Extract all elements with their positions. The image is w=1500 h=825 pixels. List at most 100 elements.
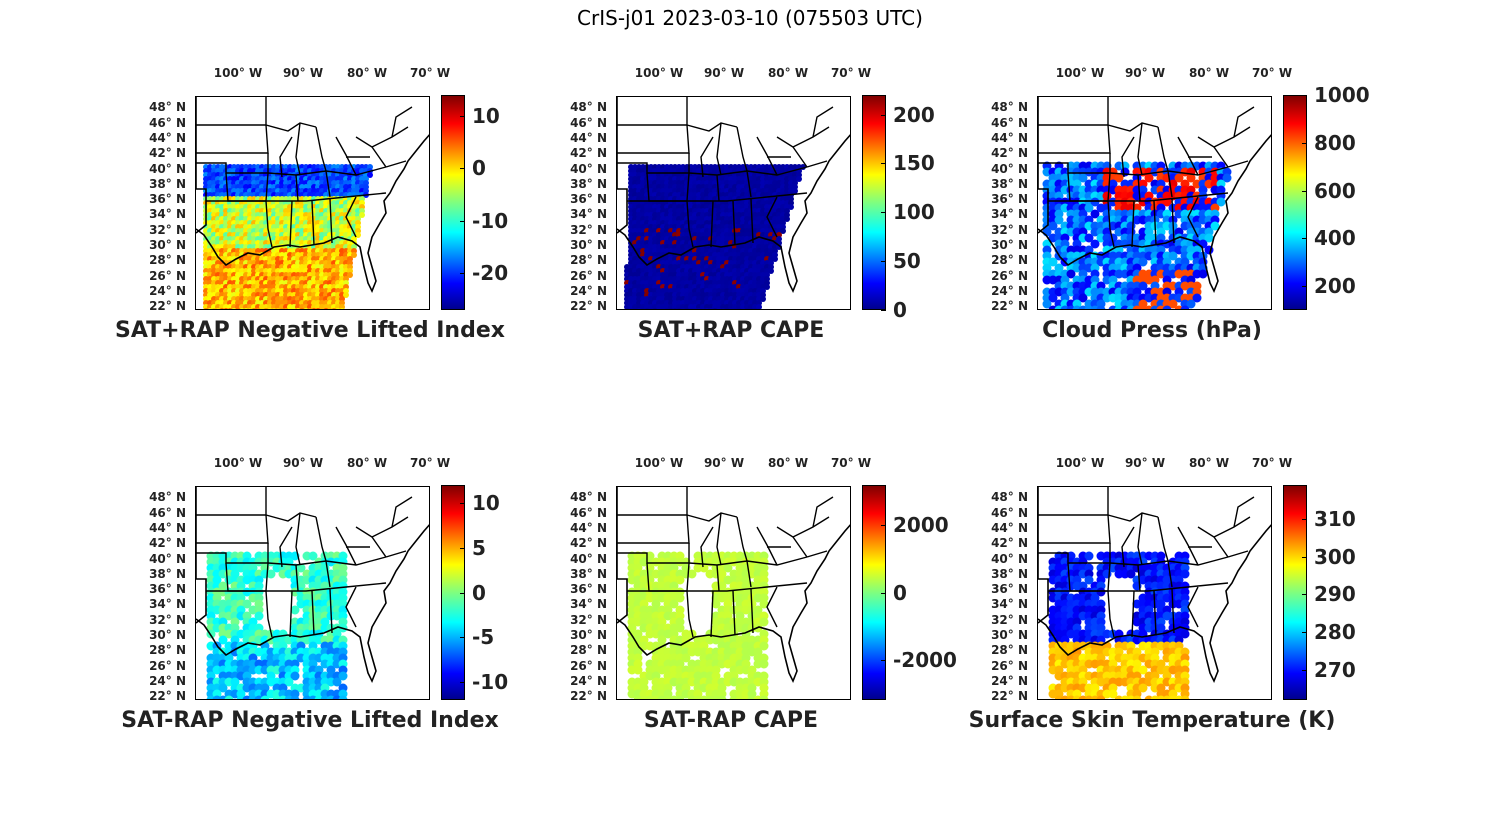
state-border <box>1177 136 1199 176</box>
map-plot-area <box>195 96 430 310</box>
lat-tick-label: 22° N <box>991 299 1028 314</box>
swath-point <box>339 308 345 309</box>
lat-tick-label: 22° N <box>570 689 607 704</box>
swath-point <box>1066 269 1076 279</box>
swath-point <box>254 611 264 621</box>
colorbar-tick-mark <box>881 163 886 165</box>
lat-tick-label: 24° N <box>149 673 186 688</box>
swath-point <box>688 308 694 309</box>
state-border <box>206 192 387 202</box>
state-border <box>736 126 748 172</box>
lat-tick-label: 36° N <box>991 192 1028 207</box>
colorbar-tick-label: 5 <box>472 535 486 560</box>
state-border <box>1167 170 1173 198</box>
swath-point <box>290 671 300 681</box>
map-svg <box>196 97 429 309</box>
colorbar-tick-mark <box>1302 142 1307 144</box>
swath-point <box>1138 665 1148 675</box>
colorbar-tick-label: 0 <box>472 580 486 605</box>
colorbar-tick-label: -10 <box>472 208 509 233</box>
swath-point <box>675 593 685 603</box>
state-border <box>371 126 409 148</box>
swath-point <box>1048 221 1058 231</box>
swath-point <box>1216 197 1226 207</box>
state-border <box>710 200 714 248</box>
swath-point <box>215 308 221 309</box>
swath-point <box>668 308 674 309</box>
state-border <box>196 514 269 544</box>
map-svg <box>1038 487 1271 699</box>
swath-point <box>664 308 670 309</box>
state-border <box>289 200 293 248</box>
state-border <box>196 487 267 516</box>
coastline <box>196 97 429 293</box>
swath-point <box>759 617 769 627</box>
lat-tick-label: 48° N <box>570 490 607 505</box>
swath-point <box>331 308 337 309</box>
state-border <box>315 126 327 172</box>
state-border <box>311 590 315 636</box>
lat-tick-label: 22° N <box>991 689 1028 704</box>
lat-tick-label: 22° N <box>149 689 186 704</box>
state-border <box>806 160 828 168</box>
state-border <box>371 516 409 538</box>
state-border <box>1187 196 1199 238</box>
swath-point <box>711 599 721 609</box>
swath-point <box>648 308 654 309</box>
swath-point <box>211 308 217 309</box>
colorbar-tick-label: 400 <box>1314 226 1356 251</box>
lon-tick-label: 80° W <box>767 66 809 80</box>
lat-tick-label: 48° N <box>991 100 1028 115</box>
swath-point <box>717 695 727 699</box>
swath-point <box>223 308 229 309</box>
chart-panel-6: 100° W 90° W 80° W 70° W 48° N 46° N 44° N 42° … <box>842 400 1356 733</box>
lat-tick-label: 30° N <box>149 628 186 643</box>
swath-point <box>1180 629 1190 639</box>
swath-point <box>284 677 294 687</box>
lat-tick-label: 46° N <box>991 505 1028 520</box>
colorbar-tick-mark <box>1302 190 1307 192</box>
colorbar-tick-mark <box>881 310 886 311</box>
state-border <box>617 514 690 544</box>
swath-point <box>780 228 786 234</box>
lat-tick-label: 24° N <box>991 673 1028 688</box>
lat-tick-label: 36° N <box>991 582 1028 597</box>
swath-point <box>242 599 252 609</box>
swath-point <box>1168 299 1178 309</box>
swath-point <box>1186 173 1196 183</box>
state-border <box>385 160 407 168</box>
lat-tick-label: 44° N <box>570 521 607 536</box>
colorbar-tick-mark <box>1302 238 1307 240</box>
lon-tick-label: 100° W <box>634 66 684 80</box>
lon-tick-label: 90° W <box>1124 456 1166 470</box>
swath-point <box>260 695 270 699</box>
swath-point <box>235 308 241 309</box>
colorbar-tick-label: 50 <box>893 249 921 274</box>
state-border <box>391 496 413 528</box>
lat-tick-label: 48° N <box>991 490 1028 505</box>
state-border <box>732 200 736 246</box>
colorbar-tick-label: 0 <box>472 156 486 181</box>
swath-point <box>259 308 265 309</box>
map-svg <box>1038 97 1271 309</box>
state-border <box>1227 160 1249 168</box>
swath-point <box>367 172 373 178</box>
chart-panel-5: 100° W 90° W 80° W 70° W 48° N 46° N 44° N 42° … <box>421 400 957 733</box>
state-border <box>335 526 357 566</box>
swath-point <box>1042 299 1052 309</box>
lat-tick-label: 42° N <box>149 536 186 551</box>
colorbar-tick-label: 1000 <box>1314 83 1370 107</box>
swath-point <box>788 204 794 210</box>
swath-point <box>1180 305 1190 309</box>
panel-title: SAT-RAP Negative Lifted Index <box>121 708 499 733</box>
state-border <box>329 198 333 244</box>
swath-point <box>1126 569 1136 579</box>
lat-tick-label: 36° N <box>149 582 186 597</box>
swath-point <box>1198 269 1208 279</box>
swath-point <box>1096 305 1106 309</box>
swath-point <box>339 304 345 309</box>
colorbar-tick-label: 10 <box>472 103 500 128</box>
state-border <box>279 136 293 178</box>
swath-point <box>676 308 682 309</box>
lat-tick-label: 34° N <box>991 207 1028 222</box>
